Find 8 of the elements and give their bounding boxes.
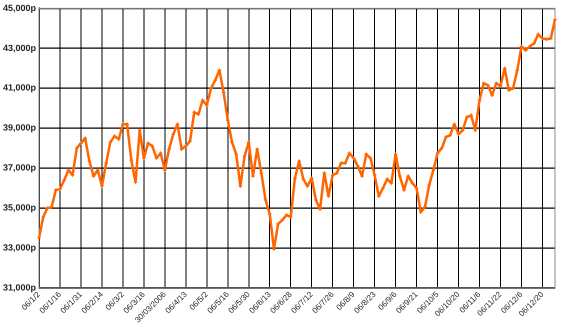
y-tick-label: 33,000p — [2, 242, 37, 252]
y-tick-label: 45,000p — [2, 2, 37, 13]
y-tick-label: 39,000p — [2, 122, 37, 133]
y-tick-label: 31,000p — [2, 282, 37, 292]
y-tick-label: 43,000p — [2, 42, 37, 53]
y-tick-label: 35,000p — [2, 202, 37, 213]
y-tick-label: 37,000p — [2, 162, 37, 173]
y-tick-label: 41,000p — [2, 82, 37, 93]
